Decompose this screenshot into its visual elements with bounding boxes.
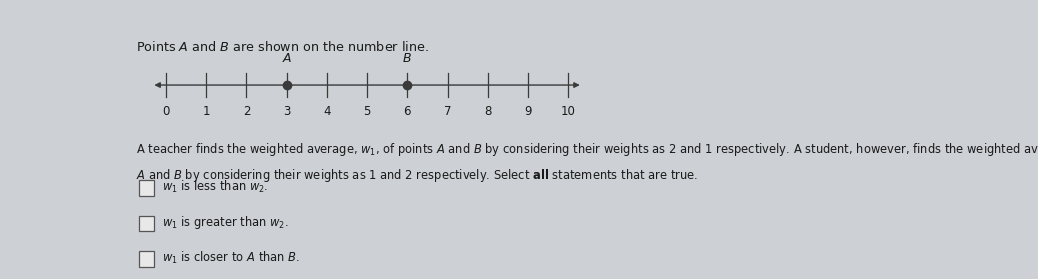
Text: 2: 2	[243, 105, 250, 119]
Text: $w_1$ is less than $w_2$.: $w_1$ is less than $w_2$.	[162, 179, 268, 195]
Text: B: B	[403, 52, 412, 65]
Text: A: A	[282, 52, 291, 65]
Text: 1: 1	[202, 105, 210, 119]
Bar	[139, 216, 154, 231]
Text: 9: 9	[524, 105, 531, 119]
Text: $w_1$ is greater than $w_2$.: $w_1$ is greater than $w_2$.	[162, 214, 289, 231]
Text: 6: 6	[404, 105, 411, 119]
Text: A teacher finds the weighted average, $w_1$, of points $A$ and $B$ by considerin: A teacher finds the weighted average, $w…	[136, 141, 1038, 158]
Bar	[139, 181, 154, 196]
Text: 5: 5	[363, 105, 371, 119]
Bar	[139, 251, 154, 267]
Text: 3: 3	[283, 105, 291, 119]
Text: $w_1$ is closer to $A$ than $B$.: $w_1$ is closer to $A$ than $B$.	[162, 250, 300, 266]
Text: 4: 4	[323, 105, 330, 119]
Text: Points $A$ and $B$ are shown on the number line.: Points $A$ and $B$ are shown on the numb…	[136, 40, 429, 54]
Text: 8: 8	[484, 105, 491, 119]
Text: 10: 10	[561, 105, 576, 119]
Text: 0: 0	[162, 105, 169, 119]
Text: $A$ and $B$ by considering their weights as 1 and 2 respectively. Select $\mathb: $A$ and $B$ by considering their weights…	[136, 167, 699, 184]
Text: 7: 7	[444, 105, 452, 119]
